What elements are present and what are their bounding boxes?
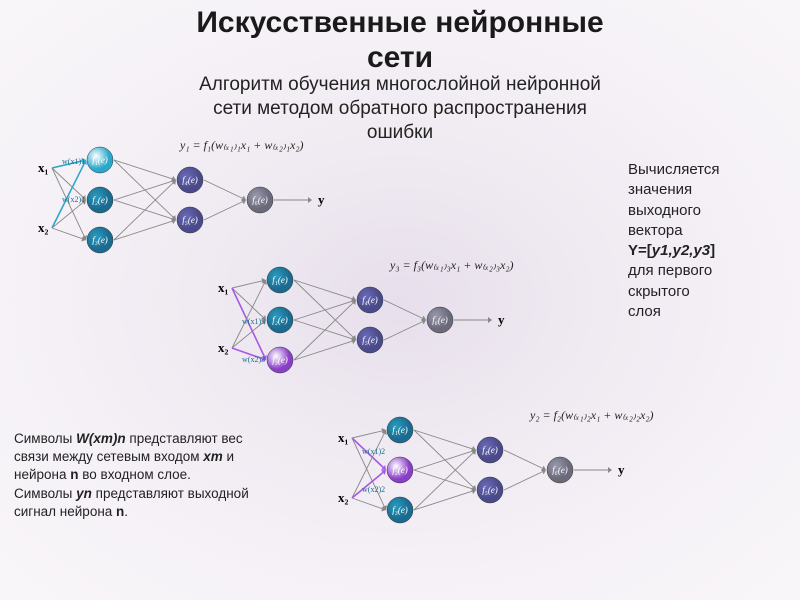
svg-text:f₁(e): f₁(e) bbox=[272, 275, 288, 285]
svg-text:w(x1)2: w(x1)2 bbox=[362, 447, 385, 456]
svg-text:w(x2)2: w(x2)2 bbox=[362, 485, 385, 494]
svg-text:f₅(e): f₅(e) bbox=[182, 215, 198, 225]
svg-text:w(x1)3: w(x1)3 bbox=[242, 317, 265, 326]
svg-text:f₆(e): f₆(e) bbox=[432, 315, 448, 325]
svg-text:y: y bbox=[618, 462, 625, 477]
svg-text:f₆(e): f₆(e) bbox=[552, 465, 568, 475]
svg-text:f₁(e): f₁(e) bbox=[392, 425, 408, 435]
svg-text:f₁(e): f₁(e) bbox=[92, 155, 108, 165]
title-line2: сети bbox=[367, 41, 433, 74]
svg-text:f₅(e): f₅(e) bbox=[482, 485, 498, 495]
svg-text:f₂(e): f₂(e) bbox=[392, 465, 408, 475]
svg-text:y: y bbox=[498, 312, 505, 327]
svg-text:f₂(e): f₂(e) bbox=[272, 315, 288, 325]
network-2: f₁(e) f₂(e) f₃(e) f₄(e) f₅(e) f₆(e) x₁ x… bbox=[210, 250, 520, 390]
svg-text:f₄(e): f₄(e) bbox=[362, 295, 378, 305]
svg-text:y: y bbox=[318, 192, 325, 207]
svg-text:f₆(e): f₆(e) bbox=[252, 195, 268, 205]
svg-text:x₁: x₁ bbox=[338, 430, 349, 445]
svg-text:w(x2)3: w(x2)3 bbox=[242, 355, 265, 364]
network-1: f₁(e) f₂(e) f₃(e) f₄(e) f₅(e) f₆(e) x₁ x… bbox=[30, 130, 340, 270]
svg-text:w(x2)1: w(x2)1 bbox=[62, 195, 85, 204]
subtitle-line2: сети методом обратного распространения bbox=[213, 98, 587, 119]
subtitle-line1: Алгоритм обучения многослойной нейронной bbox=[199, 74, 601, 95]
svg-text:x₁: x₁ bbox=[38, 160, 49, 175]
svg-text:w(x1)1: w(x1)1 bbox=[62, 157, 85, 166]
svg-text:x₁: x₁ bbox=[218, 280, 229, 295]
svg-text:f₄(e): f₄(e) bbox=[182, 175, 198, 185]
svg-text:f₃(e): f₃(e) bbox=[272, 355, 288, 365]
svg-text:f₃(e): f₃(e) bbox=[392, 505, 408, 515]
svg-text:f₄(e): f₄(e) bbox=[482, 445, 498, 455]
page-title: Искусственные нейронные сети bbox=[0, 0, 800, 75]
svg-text:f₂(e): f₂(e) bbox=[92, 195, 108, 205]
network-3: f₁(e) f₂(e) f₃(e) f₄(e) f₅(e) f₆(e) x₁ x… bbox=[330, 400, 640, 540]
title-line1: Искусственные нейронные bbox=[196, 6, 603, 39]
svg-text:f₃(e): f₃(e) bbox=[92, 235, 108, 245]
svg-text:f₅(e): f₅(e) bbox=[362, 335, 378, 345]
svg-text:x₂: x₂ bbox=[38, 220, 49, 235]
svg-text:x₂: x₂ bbox=[218, 340, 229, 355]
svg-text:x₂: x₂ bbox=[338, 490, 349, 505]
diagram-area: f₁(e) f₂(e) f₃(e) f₄(e) f₅(e) f₆(e) x₁ x… bbox=[0, 130, 800, 600]
